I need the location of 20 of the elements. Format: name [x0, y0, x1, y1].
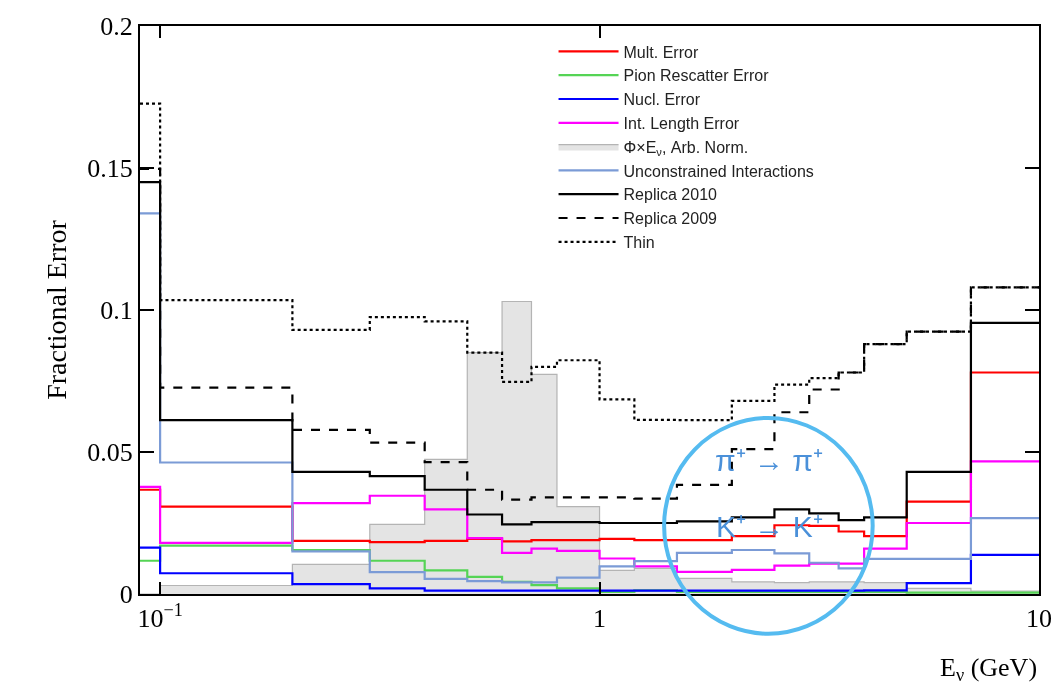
- legend-label: Mult. Error: [623, 43, 699, 61]
- legend-label: Thin: [623, 234, 655, 252]
- legend-label: Φ×E$_{ν}$, Arb. Norm.: [623, 138, 749, 159]
- x-tick-label: 10: [1026, 604, 1052, 634]
- y-tick-label: 0.1: [100, 296, 133, 326]
- x-axis-title: E$_{ν}$ (GeV): [940, 653, 1038, 686]
- legend-label: Nucl. Error: [623, 91, 701, 109]
- legend-label: Int. Length Error: [623, 115, 740, 133]
- y-tick-label: 0.15: [87, 154, 133, 184]
- y-tick-label: 0.2: [100, 12, 133, 42]
- x-tick-label: 10$^{−1}$: [137, 600, 183, 634]
- legend-label: Replica 2009: [623, 210, 718, 228]
- y-axis-title: Fractional Error: [41, 219, 73, 400]
- x-tick-label: 1: [593, 604, 607, 634]
- legend-label: Unconstrained Interactions: [623, 162, 814, 180]
- annotation: π⁺ → π⁺: [715, 444, 824, 477]
- legend-label: Replica 2010: [623, 186, 718, 204]
- y-tick-label: 0: [119, 580, 133, 610]
- y-tick-label: 0.05: [87, 438, 133, 468]
- legend-label: Pion Rescatter Error: [623, 67, 770, 85]
